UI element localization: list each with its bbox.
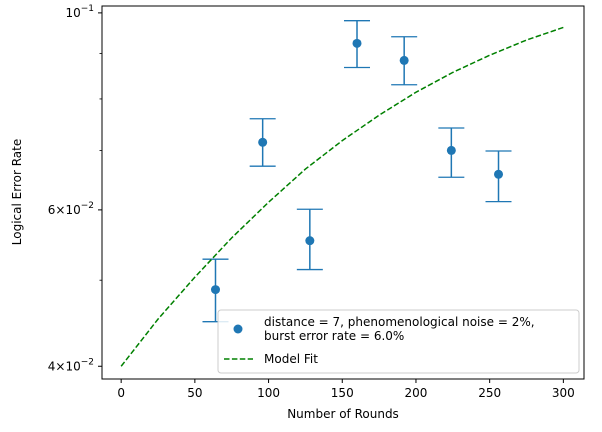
y-tick-exponent: −1	[81, 4, 94, 14]
data-point	[305, 236, 315, 246]
y-tick-label: 6×10−2	[48, 201, 94, 217]
data-point-group	[391, 36, 418, 86]
y-axis-label: Logical Error Rate	[10, 139, 24, 245]
y-tick-base: 10	[65, 6, 80, 20]
data-point	[352, 38, 362, 48]
x-tick-label: 300	[552, 386, 575, 400]
plot-frame	[101, 5, 585, 380]
x-tick-label: 0	[117, 386, 125, 400]
data-point	[446, 145, 456, 155]
data-point-group	[202, 258, 229, 323]
legend: distance = 7, phenomenological noise = 2…	[217, 309, 580, 374]
data-point-group	[249, 118, 276, 167]
legend-label-data: distance = 7, phenomenological noise = 2…	[264, 315, 535, 329]
data-point	[258, 137, 268, 147]
svg-text:4×10−2: 4×10−2	[48, 357, 94, 373]
x-axis-label: Number of Rounds	[287, 407, 399, 421]
x-tick-label: 50	[187, 386, 202, 400]
data-point	[210, 285, 220, 295]
model-fit-line	[120, 26, 564, 367]
legend-box	[217, 309, 580, 374]
y-tick-exponent: −2	[81, 201, 94, 211]
svg-text:6×10−2: 6×10−2	[48, 201, 94, 217]
data-point-group	[296, 208, 323, 271]
data-point-group	[438, 127, 465, 178]
x-tick-label: 150	[331, 386, 354, 400]
x-tick-label: 200	[405, 386, 428, 400]
x-axis: 0 50 100 150 200 250 300	[117, 379, 575, 400]
x-tick-label: 250	[478, 386, 501, 400]
y-tick-label: 10−1	[65, 4, 94, 20]
x-tick-label: 100	[257, 386, 280, 400]
series-layer	[120, 20, 564, 367]
data-point	[399, 55, 409, 65]
data-point-group	[485, 150, 512, 203]
y-axis: 4×10−26×10−210−1	[48, 4, 102, 373]
y-tick-exponent: −2	[81, 357, 94, 367]
svg-text:10−1: 10−1	[65, 4, 94, 20]
data-point-group	[344, 20, 371, 69]
y-tick-label: 4×10−2	[48, 357, 94, 373]
legend-label-data: burst error rate = 6.0%	[264, 329, 404, 343]
y-tick-base: 4×10	[48, 359, 81, 373]
legend-label-fit: Model Fit	[264, 352, 318, 366]
y-tick-base: 6×10	[48, 203, 81, 217]
legend-marker-data	[233, 324, 243, 334]
data-point	[494, 169, 504, 179]
